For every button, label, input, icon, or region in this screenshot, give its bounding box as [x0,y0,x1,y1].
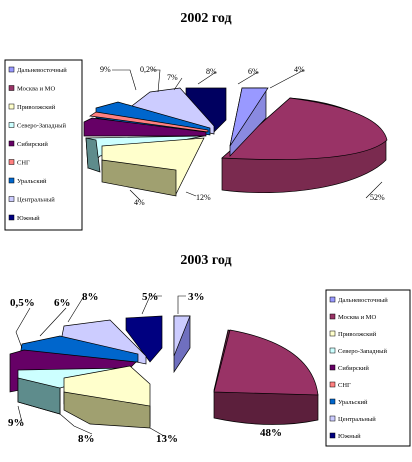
label-2002-0: 9% [100,65,111,74]
slice-2002-siberia [83,117,207,137]
label-2002-4: 6% [248,67,259,76]
label-2002-5: 4% [294,65,305,74]
label-2002-2: 7% [167,73,178,82]
legend-2002-items: Дальневосточный Москва и МО Приволжский Сев… [8,66,67,222]
label-2003-2: 8% [82,291,99,303]
legend-label-1-7: Центральный [338,416,376,423]
legend-swatch-0-7 [8,196,15,202]
legend-label-0-3: Северо-Западный [17,123,66,130]
label-2002-1: 0,2% [140,65,157,74]
label-2002-6: 52% [370,193,385,202]
pie-2003 [9,315,319,429]
label-2003-7: 8% [78,433,95,445]
label-2002-3: 8% [206,67,217,76]
legend-label-0-8: Южный [17,215,40,222]
legend-swatch-1-7 [329,415,336,422]
legend-2003-items: Дальневосточный Москва и МО Приволжский Сев… [329,296,388,440]
label-2003-1: 6% [54,297,71,309]
leader-lines-2003 [15,295,186,437]
label-2003-5: 48% [260,427,282,439]
label-2002-7: 12% [196,193,211,202]
legend-label-0-4: Сибирский [17,141,48,148]
slice-2002-far-east-top [229,87,269,147]
legend-swatch-0-2 [8,103,15,110]
slice-2003-south [125,315,163,363]
legend-label-1-8: Южный [338,433,361,440]
legend-label-1-6: Уральский [338,399,368,406]
legend-label-0-6: Уральский [17,178,47,185]
slice-2002-moscow-top [221,97,388,160]
label-2003-6: 13% [156,433,178,445]
label-2003-8: 9% [8,417,25,429]
legend-swatch-0-1 [8,85,15,91]
slice-2002-cis [89,111,209,133]
chart-title-2003: 2003 год [180,253,231,268]
legend-swatch-1-5 [329,381,336,388]
legend-swatch-0-6 [8,177,15,184]
legend-label-1-0: Дальневосточный [338,297,388,304]
legend-label-1-1: Москва и МО [338,314,376,321]
legend-label-0-2: Приволжский [17,104,56,111]
chart-title-2002: 2002 год [180,11,231,26]
label-2002-8: 4% [134,198,145,207]
legend-swatch-1-4 [329,364,336,371]
legend-label-0-5: СНГ [17,160,30,167]
pie-2002 [83,87,388,197]
legend-label-0-1: Москва и МО [17,86,55,93]
legend-swatch-0-0 [8,66,15,73]
legend-label-1-2: Приволжский [338,331,377,338]
legend-swatch-0-3 [8,122,15,128]
legend-label-1-4: Сибирский [338,365,369,372]
legend-swatch-1-1 [329,313,336,320]
legend-swatch-1-2 [329,330,336,337]
legend-label-0-7: Центральный [17,197,55,204]
legend-label-0-0: Дальневосточный [17,67,67,74]
legend-2003 [325,289,411,447]
legend-swatch-1-3 [329,347,336,354]
legend-swatch-0-5 [8,159,15,165]
legend-swatch-1-0 [329,296,336,303]
legend-2002 [4,59,83,231]
legend-swatch-1-6 [329,398,336,405]
legend-label-1-3: Северо-Западный [338,348,387,355]
legend-swatch-0-4 [8,140,15,147]
label-2003-4: 3% [188,291,205,303]
legend-swatch-0-8 [8,214,15,221]
leader-lines-2002 [112,69,383,201]
label-2003-3: 5% [142,291,159,303]
legend-swatch-1-8 [329,432,336,439]
legend-label-1-5: СНГ [338,382,351,389]
label-2003-0: 0,5% [10,297,35,309]
